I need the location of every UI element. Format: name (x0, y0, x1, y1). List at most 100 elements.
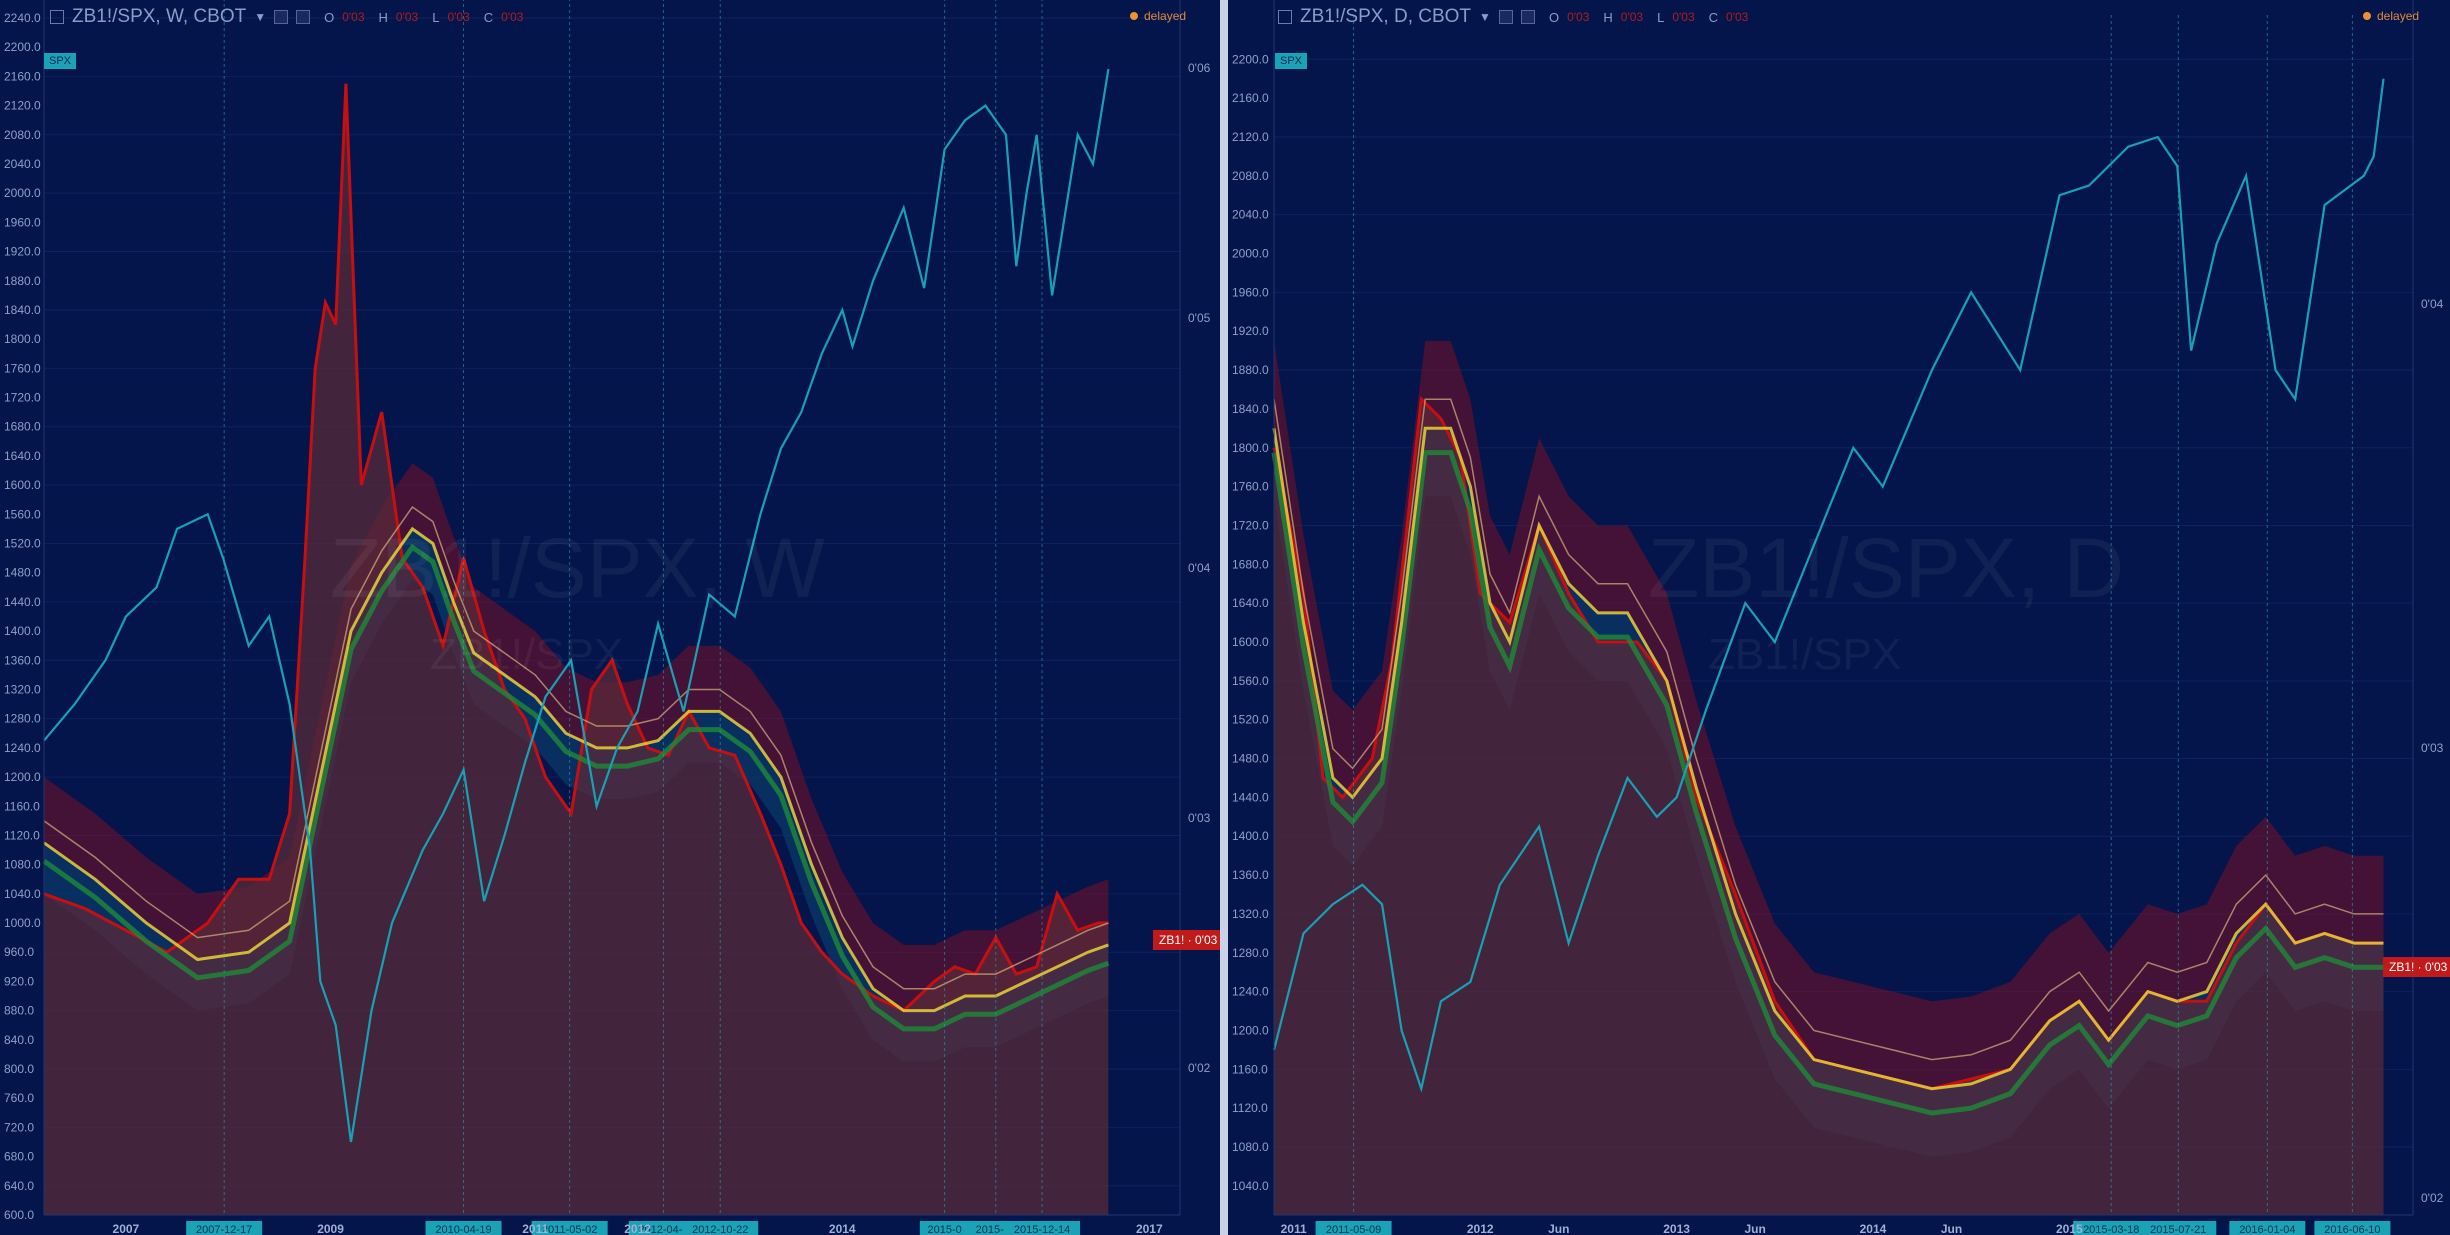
y-tick-label: 2080.0 (1232, 169, 1269, 183)
y-tick-label: 1000.0 (4, 916, 41, 930)
date-marker-label: 2010-04-19 (435, 1224, 491, 1235)
left-spx-badge[interactable]: SPX (44, 53, 77, 69)
y-tick-label: 1680.0 (1232, 557, 1269, 571)
y-right-tick-label: 0'02 (1188, 1061, 1211, 1075)
ratio-line (1272, 395, 2384, 1091)
y-tick-label: 1920.0 (1232, 324, 1269, 338)
right-symbol-title[interactable]: ZB1!/SPX, D, CBOT (1300, 6, 1472, 27)
collapse-icon[interactable] (50, 10, 64, 24)
y-tick-label: 2000.0 (4, 186, 41, 200)
date-marker-badge (186, 1221, 263, 1235)
low-label: L (432, 9, 440, 25)
y-right-tick-label: 0'04 (2421, 297, 2444, 311)
collapse-icon[interactable] (1278, 10, 1292, 24)
high-label: H (378, 9, 388, 25)
close-value: 0'03 (501, 10, 524, 24)
panel-divider[interactable] (1220, 0, 1228, 1235)
y-tick-label: 1160.0 (4, 799, 40, 813)
date-marker-badge (425, 1221, 502, 1235)
y-tick-label: 1080.0 (4, 858, 41, 872)
right-spx-badge[interactable]: SPX (1275, 53, 1308, 69)
y-tick-label: 1280.0 (1232, 946, 1269, 960)
y-tick-label: 1320.0 (1232, 907, 1269, 921)
y-tick-label: 1200.0 (1232, 1023, 1269, 1037)
y-right-tick-label: 0'05 (1188, 311, 1211, 325)
settings-icon[interactable] (1498, 10, 1513, 24)
close-icon[interactable] (296, 10, 311, 24)
y-tick-label: 2040.0 (1232, 208, 1269, 222)
close-icon[interactable] (1520, 10, 1535, 24)
close-label: C (1708, 9, 1719, 25)
date-marker-badge (2073, 1221, 2150, 1235)
x-axis: 2007 2009 2011 2012 2014 2017 (44, 1214, 1180, 1235)
y-tick-label: 2200.0 (4, 40, 41, 54)
settings-icon[interactable] (274, 10, 289, 24)
y-tick-label: 1480.0 (1232, 752, 1269, 766)
date-marker-label: 2012-10-22 (692, 1224, 748, 1235)
date-marker-badge (682, 1221, 759, 1235)
x-tick-label: 2015 (2056, 1222, 2083, 1235)
x-tick-label: 2009 (317, 1222, 344, 1235)
green-band-line (42, 543, 1110, 1032)
y-tick-label: 1720.0 (1232, 518, 1269, 532)
y-right-tick-label: 0'02 (2421, 1191, 2444, 1205)
date-marker-label: 2016-06-10 (2324, 1224, 2380, 1235)
date-marker-label: 2007-12-17 (196, 1224, 252, 1235)
y-tick-label: 2240.0 (4, 11, 41, 25)
left-symbol-title[interactable]: ZB1!/SPX, W, CBOT (72, 6, 247, 27)
right-chart-panel[interactable]: 2011-05-09 2015-03-18 2015-07-21 2016-01-04… (1228, 0, 2450, 1235)
y-axis-right: 0'06 0'05 0'04 0'03 0'02 (1179, 0, 1211, 1215)
x-tick-label: 2017 (1136, 1222, 1163, 1235)
date-markers: 2007-12-17 2010-04-19 2011-05-02 2012-04-2 2… (186, 0, 1081, 1235)
left-chart-panel[interactable]: 2007-12-17 2010-04-19 2011-05-02 2012-04-2 2… (0, 0, 1220, 1235)
date-marker-label: 2015-0 (927, 1224, 961, 1235)
y-tick-label: 1720.0 (4, 391, 41, 405)
date-marker-label: 2015-07-21 (2150, 1224, 2206, 1235)
y-tick-label: 1800.0 (1232, 441, 1269, 455)
low-value: 0'03 (1672, 10, 1695, 24)
y-tick-label: 2200.0 (1232, 52, 1269, 66)
x-tick-label: 2012 (624, 1222, 651, 1235)
y-tick-label: 1440.0 (4, 595, 41, 609)
y-tick-label: 2080.0 (4, 128, 41, 142)
y-axis-left: 2240.0 2200.0 2160.0 2120.0 2080.0 2040.0 2000… (4, 0, 45, 1222)
date-marker-badge (1315, 1221, 1392, 1235)
y-tick-label: 1040.0 (4, 887, 41, 901)
right-price-tag: ZB1! · 0'03 (2383, 957, 2450, 977)
date-marker-badge (2140, 1221, 2217, 1235)
open-value: 0'03 (342, 10, 365, 24)
y-tick-label: 1760.0 (4, 361, 41, 375)
y-tick-label: 1680.0 (4, 420, 41, 434)
open-label: O (324, 9, 335, 25)
y-tick-label: 1520.0 (4, 537, 41, 551)
y-tick-label: 1440.0 (1232, 790, 1269, 804)
y-tick-label: 1320.0 (4, 682, 41, 696)
chevron-down-icon[interactable]: ▼ (1479, 10, 1491, 24)
high-value: 0'03 (1620, 10, 1644, 24)
right-chart-svg[interactable]: 2011-05-09 2015-03-18 2015-07-21 2016-01-04… (1228, 0, 2450, 1235)
chevron-down-icon[interactable]: ▼ (254, 10, 267, 24)
x-tick-label: Jun (1548, 1222, 1569, 1235)
y-right-tick-label: 0'06 (1188, 61, 1211, 75)
open-value: 0'03 (1567, 10, 1590, 24)
x-tick-label: 2014 (1860, 1222, 1887, 1235)
ratio-area (44, 83, 1109, 1216)
y-tick-label: 1120.0 (1232, 1101, 1268, 1115)
spx-line (1272, 78, 2385, 1093)
upper-band (1274, 340, 2384, 1089)
spx-line (43, 68, 1110, 1143)
left-chart-svg[interactable]: 2007-12-17 2010-04-19 2011-05-02 2012-04-2 2… (0, 0, 1220, 1235)
y-right-tick-label: 0'03 (2421, 741, 2444, 755)
ratio-area (1274, 399, 2384, 1215)
y-right-tick-label: 0'04 (1188, 561, 1211, 575)
y-tick-label: 1480.0 (4, 566, 41, 580)
y-tick-label: 1800.0 (4, 332, 41, 346)
x-tick-label: 2011 (1281, 1222, 1307, 1235)
y-tick-label: 1520.0 (1232, 713, 1269, 727)
y-tick-label: 2040.0 (4, 157, 41, 171)
y-tick-label: 840.0 (4, 1033, 34, 1047)
y-tick-label: 720.0 (4, 1120, 34, 1134)
y-tick-label: 1240.0 (1232, 985, 1269, 999)
